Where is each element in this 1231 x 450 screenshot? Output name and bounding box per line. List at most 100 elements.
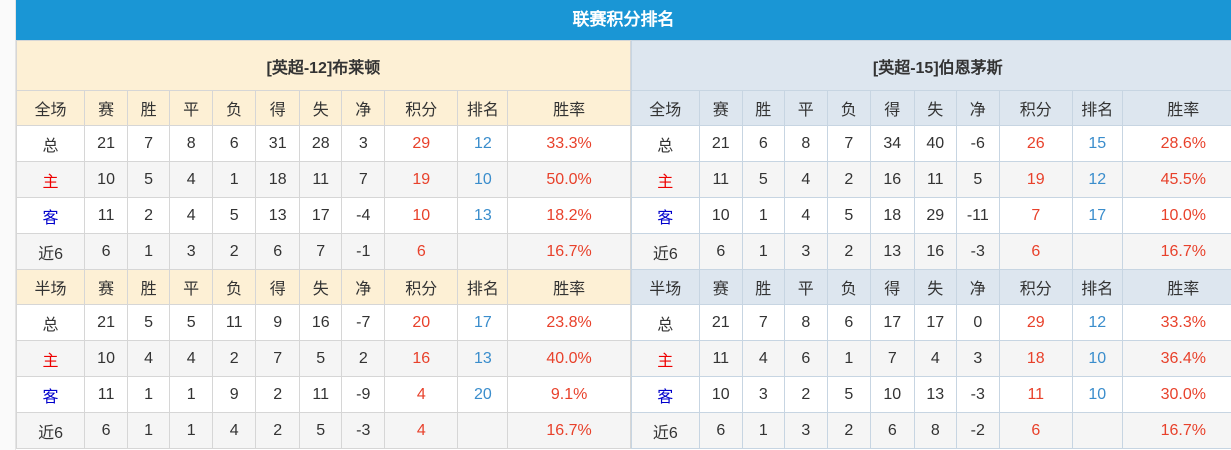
column-header: 赛 [698, 90, 743, 126]
cell: 1 [169, 376, 214, 413]
cell: 6 [826, 304, 871, 341]
cell: 10 [84, 340, 129, 377]
column-header: 积分 [384, 90, 459, 126]
cell: 8 [783, 304, 828, 341]
cell: 10.0% [1121, 197, 1231, 234]
cell: 6 [84, 412, 129, 449]
cell: 5 [299, 340, 343, 377]
cell: 21 [698, 125, 743, 162]
section-label: 全场 [15, 90, 86, 126]
cell: 10 [1071, 376, 1123, 413]
cell: 16.7% [507, 412, 631, 449]
column-header: 排名 [457, 269, 509, 305]
cell: 10 [698, 197, 743, 234]
table-row: 总 21 6 8 7 34 40 -6 26 15 28.6% [630, 125, 1231, 162]
table-row: 主 11 4 6 1 7 4 3 18 10 36.4% [630, 340, 1231, 377]
cell: 18 [998, 340, 1073, 377]
cell: 30.0% [1121, 376, 1231, 413]
cell: 19 [998, 161, 1073, 198]
cell: 7 [341, 161, 386, 198]
cell: -7 [341, 304, 386, 341]
column-header: 胜 [741, 269, 785, 305]
column-header: 赛 [84, 90, 129, 126]
cell: 2 [826, 412, 871, 449]
cell: 4 [169, 340, 214, 377]
full-header-row: 全场赛胜平负得失净积分 排名 胜率 [15, 90, 631, 126]
cell: 9 [212, 376, 257, 413]
cell: 6 [212, 125, 257, 162]
column-header: 胜 [127, 269, 171, 305]
cell: 11 [299, 376, 343, 413]
cell: 16 [384, 340, 459, 377]
column-header: 积分 [384, 269, 459, 305]
cell: 4 [169, 197, 214, 234]
cell [1071, 233, 1123, 270]
cell: 29 [913, 197, 957, 234]
cell: 3 [955, 340, 1000, 377]
cell: 13 [457, 340, 509, 377]
cell: 23.8% [507, 304, 631, 341]
cell: -1 [341, 233, 386, 270]
cell: 21 [84, 125, 129, 162]
cell: 1 [127, 376, 171, 413]
cell: 18 [255, 161, 301, 198]
cell: 4 [783, 197, 828, 234]
cell: 11 [299, 161, 343, 198]
cell: 4 [384, 412, 459, 449]
cell: 3 [783, 412, 828, 449]
column-header: 平 [169, 90, 214, 126]
half-header-row: 半场赛胜平负得失净积分 排名 胜率 [630, 269, 1231, 305]
cell: 5 [127, 161, 171, 198]
cell: 6 [698, 233, 743, 270]
cell: 16 [913, 233, 957, 270]
cell: 13 [913, 376, 957, 413]
column-header: 得 [869, 269, 915, 305]
cell: 4 [783, 161, 828, 198]
cell: 26 [998, 125, 1073, 162]
cell: 15 [1071, 125, 1123, 162]
cell: 28 [299, 125, 343, 162]
cell: 13 [255, 197, 301, 234]
cell: 17 [299, 197, 343, 234]
cell: 2 [826, 161, 871, 198]
column-header: 净 [955, 90, 1000, 126]
cell: 18.2% [507, 197, 631, 234]
cell: 2 [255, 376, 301, 413]
table-row: 主 11 5 4 2 16 11 5 19 12 45.5% [630, 161, 1231, 198]
cell: 11 [998, 376, 1073, 413]
cell: 7 [826, 125, 871, 162]
column-header: 胜 [741, 90, 785, 126]
cell: 4 [741, 340, 785, 377]
cell: 2 [826, 233, 871, 270]
cell: 16.7% [1121, 412, 1231, 449]
table-row: 近6 6 1 3 2 13 16 -3 6 16.7% [630, 233, 1231, 270]
standings-panel: 联赛积分排名 [英超-12]布莱顿 全场赛胜平负得失净积分 排名 胜率总 21 7 8 6 31… [15, 0, 1231, 449]
cell: 4 [127, 340, 171, 377]
column-header: 负 [212, 90, 257, 126]
cell: 0 [955, 304, 1000, 341]
cell: 6 [84, 233, 129, 270]
cell: 6 [384, 233, 459, 270]
column-header: 赛 [698, 269, 743, 305]
cell: 12 [1071, 304, 1123, 341]
section-label: 全场 [630, 90, 700, 126]
column-header: 排名 [457, 90, 509, 126]
cell: 12 [457, 125, 509, 162]
cell: 2 [255, 412, 301, 449]
table-row: 客 11 1 1 9 2 11 -9 4 20 9.1% [15, 376, 631, 413]
column-header: 胜率 [507, 90, 631, 126]
cell: 7 [299, 233, 343, 270]
section-label: 半场 [15, 269, 86, 305]
teams-container: [英超-12]布莱顿 全场赛胜平负得失净积分 排名 胜率总 21 7 8 6 31 28 3 29 12… [15, 40, 1231, 449]
cell: 16 [299, 304, 343, 341]
cell: 29 [384, 125, 459, 162]
cell: 1 [826, 340, 871, 377]
cell: 13 [457, 197, 509, 234]
cell: 21 [84, 304, 129, 341]
cell: 20 [384, 304, 459, 341]
cell: 4 [169, 161, 214, 198]
cell: 7 [741, 304, 785, 341]
cell: 33.3% [1121, 304, 1231, 341]
cell: 8 [913, 412, 957, 449]
cell: 9.1% [507, 376, 631, 413]
